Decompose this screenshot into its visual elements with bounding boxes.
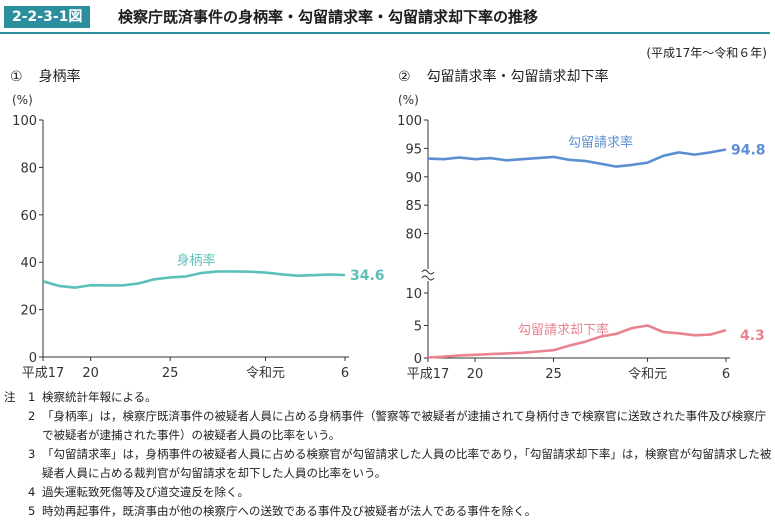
panel2-x-tick-label: 令和元 <box>628 367 667 382</box>
panel2-title-text: 勾留請求率・勾留請求却下率 <box>426 69 609 85</box>
note-text: 「身柄率」は，検察庁既済事件の被疑者人員に占める身柄事件（警察等で被疑者が逮捕さ… <box>42 409 767 442</box>
panel1-title-text: 身柄率 <box>38 69 81 85</box>
panel2-y-tick-label: 5 <box>414 320 422 335</box>
panel1-y-tick-label: 0 <box>29 351 37 366</box>
panel2-y-tick-label: 85 <box>405 199 422 214</box>
panel1-unit-label: (%) <box>12 93 33 107</box>
panel2-y-tick-label: 95 <box>405 142 422 157</box>
note-2: 2 「身柄率」は，検察庁既済事件の被疑者人員に占める身柄事件（警察等で被疑者が逮捕… <box>4 407 772 445</box>
panel2-x-tick-label: 25 <box>545 367 562 382</box>
panel1-x-tick-label: 20 <box>82 366 99 381</box>
panel2-x-tick-label: 6 <box>722 367 730 382</box>
figure-header: 2-2-3-1図 検察庁既済事件の身柄率・勾留請求率・勾留請求却下率の推移 <box>0 0 775 34</box>
panel2-unit-label: (%) <box>398 93 419 107</box>
note-number: 4 <box>28 485 36 499</box>
panel1-y-tick-label: 20 <box>20 304 37 319</box>
panel1-y-tick-label: 40 <box>20 256 37 271</box>
note-number: 3 <box>28 447 36 461</box>
note-number: 2 <box>28 409 36 423</box>
panel2-end-value-label: 4.3 <box>740 328 765 344</box>
panel2-y-tick-label: 90 <box>405 171 422 186</box>
panel2-series-label: 勾留請求率 <box>568 135 633 151</box>
note-text: 検察統計年報による。 <box>42 390 157 404</box>
figure-title: 検察庁既済事件の身柄率・勾留請求率・勾留請求却下率の推移 <box>118 8 539 26</box>
panel2-number: ② <box>398 69 411 85</box>
panel1-number: ① <box>10 69 23 85</box>
panel2-x-tick-label: 平成17 <box>407 367 450 382</box>
panel2-y-tick-label: 80 <box>405 228 422 243</box>
panel2-series-label: 勾留請求却下率 <box>518 322 609 338</box>
panel1-x-tick-label: 6 <box>341 366 349 381</box>
note-text: 過失運転致死傷等及び道交違反を除く。 <box>42 485 249 499</box>
figure-number-badge: 2-2-3-1図 <box>4 6 91 28</box>
note-4: 4 過失運転致死傷等及び道交違反を除く。 <box>4 483 772 502</box>
note-text: 「勾留請求率」は，身柄事件の被疑者人員に占める検察官が勾留請求した人員の比率であ… <box>42 447 772 480</box>
notes: 注 1 検察統計年報による。 2 「身柄率」は，検察庁既済事件の被疑者人員に占める身柄… <box>4 388 772 521</box>
period-label: (平成17年～令和６年) <box>646 46 767 60</box>
panel2-title: ② 勾留請求率・勾留請求却下率 <box>398 66 625 86</box>
note-number: 5 <box>28 504 36 518</box>
panel2-line-kyakka-ritsu <box>427 324 727 359</box>
panel2-y-tick-label: 10 <box>405 287 422 302</box>
panel1-y-tick-label: 60 <box>20 209 37 224</box>
panel2-axis-break-mark <box>421 275 435 281</box>
note-3: 3 「勾留請求率」は，身柄事件の被疑者人員に占める検察官が勾留請求した人員の比率で… <box>4 445 772 483</box>
panel1-x-tick-label: 25 <box>162 366 179 381</box>
note-5: 5 時効再起事件，既済事由が他の検察庁への送致である事件及び被疑者が法人である事件… <box>4 502 772 521</box>
panel1-end-value-label: 34.6 <box>350 268 385 284</box>
panel1-x-tick-label: 令和元 <box>246 366 285 381</box>
panel2-axis-break-mark <box>421 269 435 275</box>
panel1-series-label: 身柄率 <box>177 252 216 268</box>
panel1-line-mibara-ritsu <box>42 270 346 289</box>
note-1: 注 1 検察統計年報による。 <box>4 388 772 407</box>
panel2-end-value-label: 94.8 <box>731 143 766 159</box>
note-label: 注 <box>4 390 16 404</box>
panel1-y-tick-label: 100 <box>12 114 37 129</box>
header-rule <box>0 32 770 34</box>
panel2-line-koryu-seikyu-ritsu <box>427 148 727 168</box>
panel1-x-tick-label: 平成17 <box>22 366 65 381</box>
note-text: 時効再起事件，既済事由が他の検察庁への送致である事件及び被疑者が法人である事件を… <box>42 504 537 518</box>
panel2-y-tick-label: 0 <box>414 352 422 367</box>
panel1-y-tick-label: 80 <box>20 161 37 176</box>
panel1-title: ① 身柄率 <box>10 66 97 86</box>
panel2-x-tick-label: 20 <box>467 367 484 382</box>
note-number: 1 <box>28 390 36 404</box>
panel2-y-tick-label: 100 <box>397 114 422 129</box>
